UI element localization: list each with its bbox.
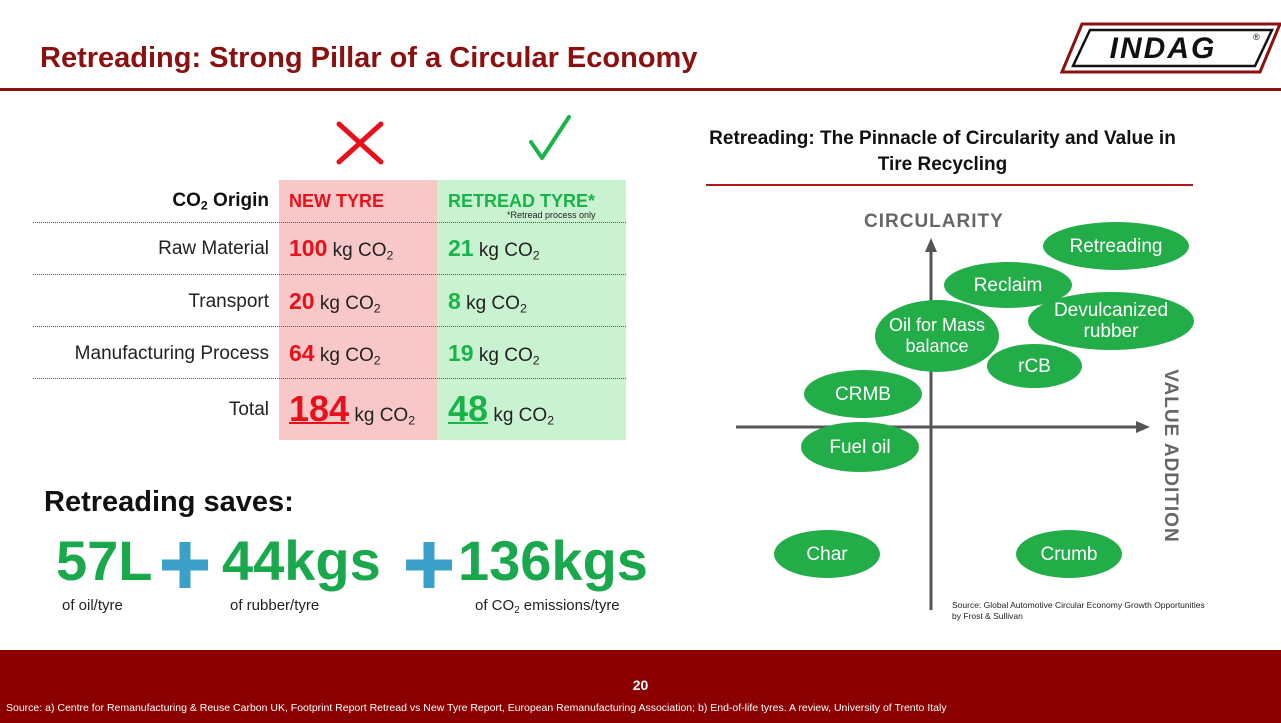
co2-saving-value: 136kgs: [458, 529, 648, 592]
check-icon: [528, 114, 572, 162]
chart-title-rule: [706, 184, 1193, 186]
logo-registered-mark: ®: [1253, 32, 1260, 42]
row-label-manufacturing: Manufacturing Process: [74, 343, 269, 364]
new-transport-value: 20 kg CO2: [289, 288, 381, 316]
table-divider: [33, 378, 626, 379]
logo-text: INDAG: [1110, 32, 1217, 65]
row-label-raw-material: Raw Material: [158, 238, 269, 259]
footer-bar: [0, 650, 1281, 723]
cross-icon: [335, 120, 385, 166]
indag-logo: INDAG ®: [1059, 22, 1281, 74]
savings-title: Retreading saves:: [44, 486, 294, 518]
retread-manufacturing-value: 19 kg CO2: [448, 340, 540, 368]
bubble-oil-for-mass-balance: Oil for Mass balance: [875, 300, 999, 372]
co2-origin-header: CO2 Origin: [172, 190, 269, 213]
retread-transport-value: 8 kg CO2: [448, 288, 527, 316]
page-number: 20: [632, 677, 649, 693]
bubble-retreading: Retreading: [1043, 222, 1189, 270]
oil-saving-value: 57L: [56, 529, 153, 592]
oil-saving-caption: of oil/tyre: [62, 597, 123, 614]
bubble-fuel-oil: Fuel oil: [801, 422, 919, 472]
retread-total-value: 48 kg CO2: [448, 388, 555, 429]
new-raw-material-value: 100 kg CO2: [289, 235, 394, 263]
bubble-crmb: CRMB: [804, 370, 922, 418]
table-divider: [33, 222, 626, 223]
chart-source: Source: Global Automotive Circular Econo…: [952, 600, 1205, 621]
y-axis-label: CIRCULARITY: [864, 211, 1004, 232]
row-label-total: Total: [228, 399, 269, 420]
footer-source: Source: a) Centre for Remanufacturing & …: [6, 702, 947, 714]
chart-title: Retreading: The Pinnacle of Circularity …: [709, 128, 1176, 175]
table-divider: [33, 326, 626, 327]
bubble-char: Char: [774, 530, 880, 578]
new-tyre-column: [279, 180, 437, 440]
retread-raw-material-value: 21 kg CO2: [448, 235, 540, 263]
bubble-devulcanized-rubber: Devulcanized rubber: [1028, 292, 1194, 350]
new-total-value: 184 kg CO2: [289, 388, 416, 429]
rubber-saving-caption: of rubber/tyre: [230, 597, 320, 614]
retread-tyre-header: RETREAD TYRE*: [448, 191, 596, 211]
new-manufacturing-value: 64 kg CO2: [289, 340, 381, 368]
bubble-crumb: Crumb: [1016, 530, 1122, 578]
x-axis-label: VALUE ADDITION: [1160, 369, 1181, 543]
retread-note: *Retread process only: [507, 210, 596, 220]
plus-icon: [404, 540, 454, 590]
row-label-transport: Transport: [188, 291, 269, 312]
new-tyre-header: NEW TYRE: [289, 191, 385, 211]
retread-tyre-column: [437, 180, 626, 440]
plus-icon: [160, 540, 210, 590]
title-rule: [0, 88, 1281, 91]
slide-title: Retreading: Strong Pillar of a Circular …: [40, 42, 698, 74]
table-divider: [33, 274, 626, 275]
rubber-saving-value: 44kgs: [222, 529, 381, 592]
bubble-rcb: rCB: [987, 344, 1082, 388]
co2-saving-caption: of CO2 emissions/tyre: [475, 597, 620, 616]
